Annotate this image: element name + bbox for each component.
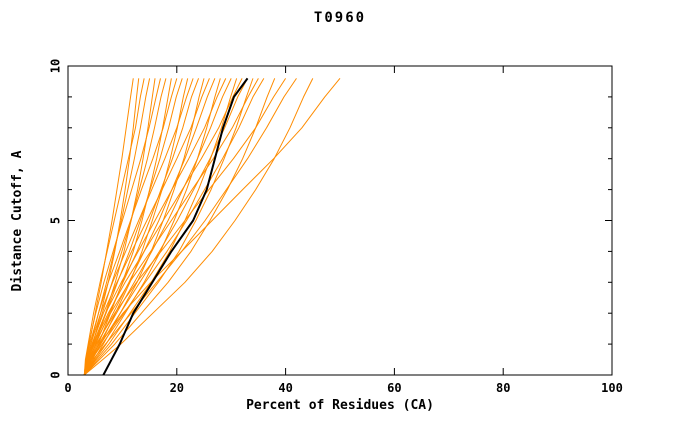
y-tick-label: 0 (49, 371, 63, 378)
reference-curve (102, 77, 249, 376)
x-tick-label: 40 (278, 381, 292, 395)
model-curve (83, 78, 243, 376)
x-tick-label: 60 (387, 381, 401, 395)
model-curve (83, 78, 232, 376)
model-curve (83, 78, 297, 376)
model-curve (83, 78, 341, 376)
y-tick-label: 5 (49, 217, 63, 224)
model-curve (83, 78, 227, 376)
model-curve (83, 78, 259, 376)
x-tick-label: 20 (170, 381, 184, 395)
y-tick-label: 10 (49, 59, 63, 73)
model-curve (83, 78, 287, 376)
x-tick-label: 100 (601, 381, 623, 395)
model-curve (83, 78, 194, 376)
model-curve (83, 78, 254, 376)
model-curve (83, 78, 276, 376)
y-axis-label: Distance Cutoff, A (10, 150, 25, 292)
chart-title: T0960 (313, 10, 367, 26)
model-curve (83, 78, 178, 376)
model-curve (83, 78, 161, 376)
model-curve (83, 78, 145, 376)
model-curve (83, 78, 248, 376)
model-curve (83, 78, 265, 376)
model-curve (83, 78, 221, 376)
model-curve (83, 78, 210, 376)
x-axis-label: Percent of Residues (CA) (246, 398, 434, 413)
model-curve (83, 78, 216, 376)
x-tick-label: 0 (64, 381, 71, 395)
x-tick-label: 80 (496, 381, 510, 395)
